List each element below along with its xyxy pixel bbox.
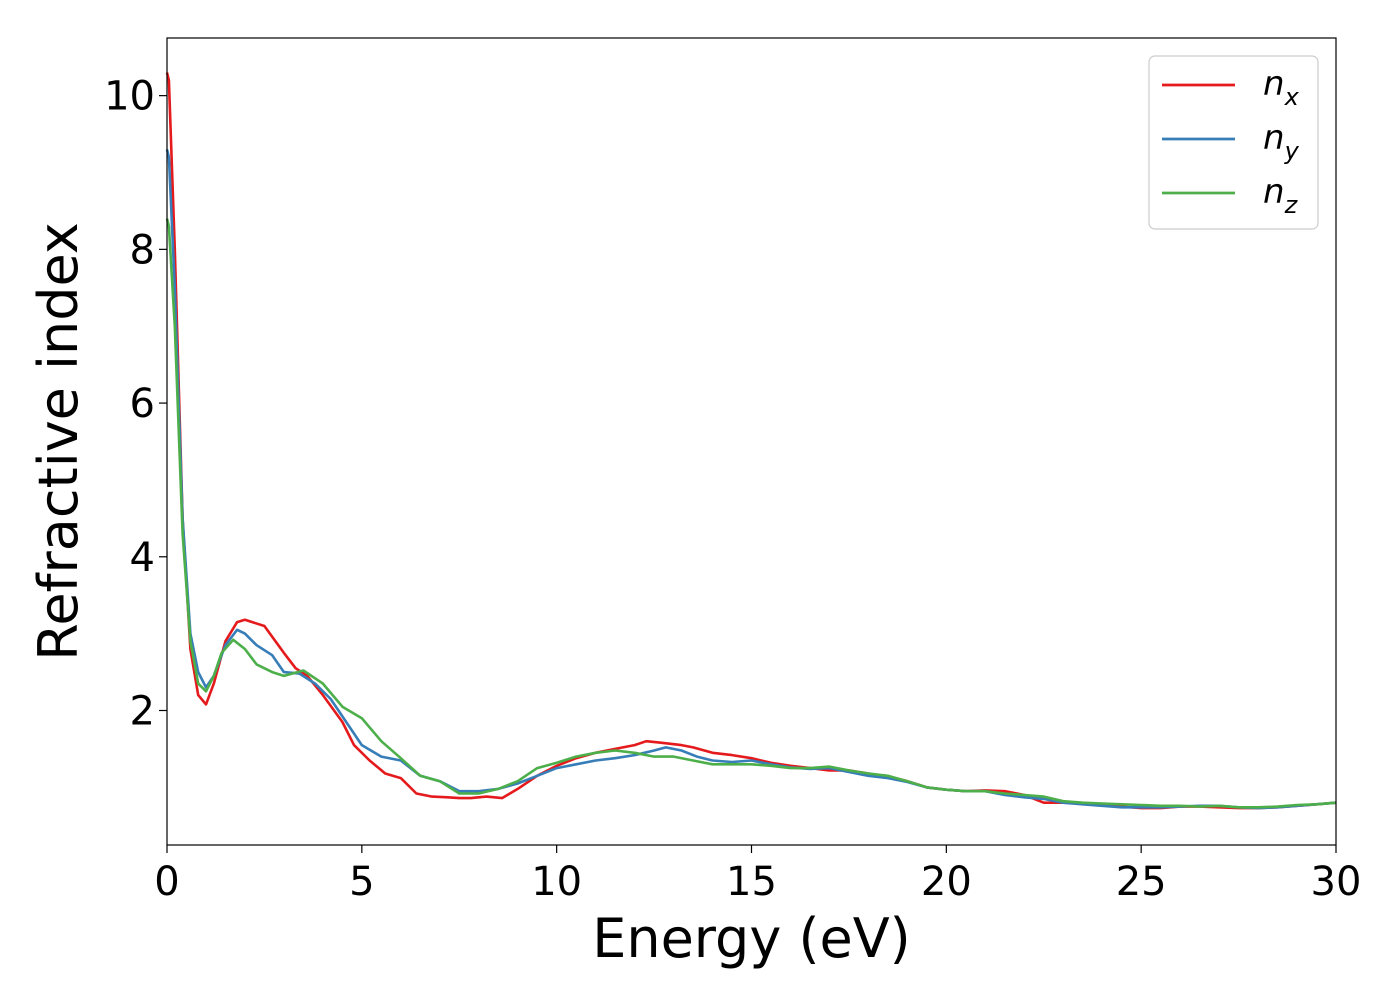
x-tick-label: 10: [531, 859, 582, 905]
y-axis-label: Refractive index: [27, 222, 90, 661]
series-line-y: [165, 149, 1337, 810]
series-layer: [165, 72, 1337, 810]
legend-label-subscript: y: [1284, 137, 1300, 165]
x-tick-label: 15: [726, 859, 777, 905]
y-tick-label: 6: [130, 381, 155, 427]
x-tick-label: 5: [349, 859, 374, 905]
legend-label-subscript: z: [1284, 191, 1299, 219]
x-axis-ticks: 0 5 10 15 20 25 30: [154, 845, 1361, 905]
y-tick-label: 2: [130, 689, 155, 735]
legend-label-y: ny: [1263, 118, 1300, 165]
series-line-z: [165, 218, 1337, 809]
legend-label-z: nz: [1263, 172, 1299, 219]
legend-label-base: n: [1263, 64, 1285, 104]
x-tick-label: 20: [921, 859, 972, 905]
legend-label-x: nx: [1263, 64, 1300, 111]
y-axis-ticks: 2 4 6 8 10: [104, 74, 167, 735]
y-tick-label: 8: [130, 227, 155, 273]
x-tick-label: 0: [154, 859, 179, 905]
legend-label-base: n: [1263, 172, 1285, 212]
y-tick-label: 10: [104, 74, 155, 120]
x-axis-label: Energy (eV): [592, 907, 911, 970]
legend-box: [1148, 55, 1319, 230]
legend-label-base: n: [1263, 118, 1285, 158]
x-tick-label: 30: [1311, 859, 1362, 905]
x-tick-label: 25: [1116, 859, 1167, 905]
plot-frame: [166, 37, 1337, 846]
y-tick-label: 4: [130, 535, 155, 581]
legend-label-subscript: x: [1284, 83, 1300, 111]
